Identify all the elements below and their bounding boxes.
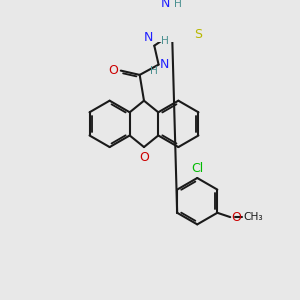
Text: O: O [108,64,118,77]
Text: CH₃: CH₃ [243,212,263,222]
Text: S: S [194,28,202,41]
Text: N: N [161,0,171,10]
Text: Cl: Cl [191,162,203,176]
Text: O: O [231,211,241,224]
Text: N: N [160,58,169,71]
Text: H: H [161,36,169,46]
Text: O: O [139,152,149,164]
Text: H: H [174,0,182,10]
Text: H: H [150,66,158,76]
Text: N: N [144,31,153,44]
